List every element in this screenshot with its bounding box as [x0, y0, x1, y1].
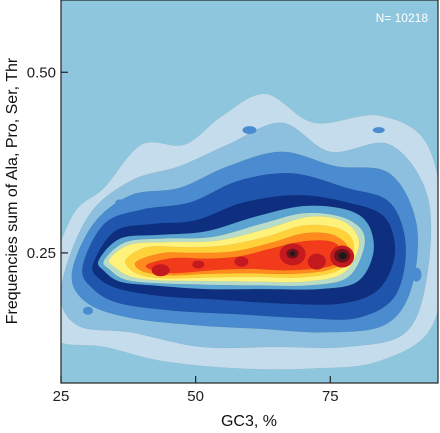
y-tick-label: 0.25 [27, 245, 56, 262]
sample-count-annotation: N= 10218 [376, 11, 429, 25]
contour-island [411, 267, 422, 282]
density-peak-core [151, 264, 170, 277]
y-tick-label: 0.50 [27, 64, 56, 81]
density-peak-max [338, 252, 347, 260]
x-axis-title: GC3, % [221, 413, 277, 430]
contour-island [115, 199, 126, 206]
density-peak-core [307, 253, 326, 270]
x-tick-label: 50 [187, 388, 204, 405]
x-tick-label: 75 [322, 388, 339, 405]
density-peak-core [192, 260, 205, 269]
contour-island [372, 127, 385, 134]
density-peak-core [234, 256, 249, 267]
y-axis-title: Frequencies sum of Ala, Pro, Ser, Thr [4, 57, 21, 324]
contour-island [242, 126, 257, 135]
contour-island [394, 191, 407, 200]
density-contours [61, 93, 438, 370]
plot-frame [60, 0, 439, 384]
axis-ticks: 25 50 75 0.25 0.50 [27, 64, 339, 405]
density-peak-max [290, 251, 296, 256]
x-tick-label: 25 [53, 388, 70, 405]
contour-island [82, 306, 93, 315]
